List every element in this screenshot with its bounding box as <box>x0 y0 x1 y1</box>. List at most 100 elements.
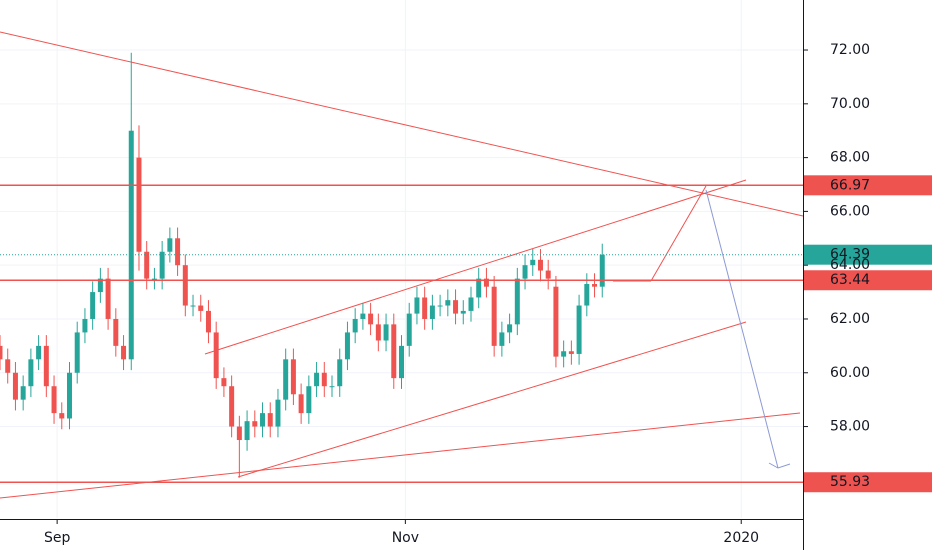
candle-body <box>159 251 165 279</box>
candle-body <box>306 386 312 414</box>
candle-body <box>205 310 211 333</box>
trend-line <box>0 412 801 499</box>
trend-line <box>237 321 747 478</box>
candle-body <box>406 313 412 346</box>
candle-body <box>592 284 598 287</box>
projection-arrow-head <box>768 462 791 469</box>
candle-body <box>545 270 551 279</box>
candle-body <box>329 386 335 388</box>
candle-body <box>105 278 111 319</box>
candle-body <box>236 426 242 441</box>
y-tick-label: 72.00 <box>830 42 870 58</box>
candle-body <box>576 305 582 354</box>
candle-body <box>151 278 157 280</box>
y-tick-label: 70.00 <box>830 96 870 112</box>
price-level-tag <box>804 472 932 493</box>
candle-body <box>375 324 381 341</box>
price-level-tag <box>804 270 932 291</box>
candle-body <box>499 332 505 346</box>
candle-body <box>260 413 266 427</box>
price-level-label: 64.39 <box>830 247 870 263</box>
candle-body <box>229 386 235 427</box>
candle-body <box>190 305 196 307</box>
candle-body <box>483 278 489 287</box>
levels: 66.97 63.44 55.93 64.39 <box>0 175 932 493</box>
candle-body <box>290 359 296 395</box>
price-level-label: 63.44 <box>830 272 870 288</box>
candle-body <box>244 421 250 441</box>
candle-body <box>352 318 358 333</box>
candle-body <box>453 300 459 314</box>
candle-body <box>522 265 528 279</box>
y-tick-label: 60.00 <box>830 365 870 381</box>
candle-body <box>97 278 103 293</box>
candle-body <box>90 292 96 319</box>
candle-body <box>12 372 18 400</box>
candle-body <box>599 254 605 287</box>
candle-body <box>422 297 428 319</box>
candle-body <box>337 359 343 387</box>
grid <box>0 0 803 518</box>
candle-body <box>399 345 404 379</box>
candle-body <box>28 359 34 387</box>
candle-body <box>20 386 26 400</box>
y-tick-label: 68.00 <box>830 150 870 166</box>
price-level-label: 66.97 <box>830 177 870 193</box>
candle-body <box>568 351 574 354</box>
candle-body <box>553 286 559 357</box>
candle-body <box>113 318 119 346</box>
candle-body <box>167 238 173 252</box>
candle-body <box>445 300 451 306</box>
candle-body <box>507 324 513 333</box>
x-tick-label: Sep <box>44 530 71 546</box>
candle-body <box>175 238 181 266</box>
candle-body <box>314 372 320 387</box>
candle-body <box>5 359 11 373</box>
candle-body <box>429 305 435 319</box>
y-tick-label: 58.00 <box>830 419 870 435</box>
candle-body <box>74 332 80 373</box>
candle-body <box>82 318 88 333</box>
candle-body <box>344 332 350 360</box>
projection-line <box>650 185 707 282</box>
candle-body <box>530 259 536 266</box>
candle-body <box>182 265 188 306</box>
candle-body <box>283 359 289 400</box>
candle-body <box>267 413 273 427</box>
candle-body <box>561 351 567 357</box>
candle-body <box>144 251 150 279</box>
candle-body <box>460 310 466 314</box>
trend-line <box>0 31 804 217</box>
candle-body <box>252 421 258 427</box>
candle-body <box>514 278 520 325</box>
candle-body <box>275 399 281 427</box>
candle-body <box>128 130 134 360</box>
candle-body <box>298 394 304 414</box>
candle-body <box>584 284 590 306</box>
axes: 58.00 60.00 62.00 64.00 66.00 68.00 70.00 72.00… <box>44 42 870 546</box>
candle-body <box>391 324 397 379</box>
candle-body <box>437 305 443 307</box>
candle-body <box>468 297 474 311</box>
candle-body <box>491 286 497 346</box>
candle-body <box>0 345 3 360</box>
candle-body <box>537 259 543 271</box>
candle-body <box>59 413 65 419</box>
candle-body <box>368 313 374 325</box>
candle-body <box>360 313 366 319</box>
x-tick-label: Nov <box>392 530 419 546</box>
candle-body <box>51 386 57 414</box>
price-level-tag <box>804 244 932 265</box>
candle-body <box>321 372 327 387</box>
y-tick-label: 66.00 <box>830 203 870 219</box>
price-level-label: 55.93 <box>830 474 870 490</box>
candle-body <box>476 278 482 298</box>
candle-body <box>213 332 219 379</box>
projection-arrow <box>705 189 779 469</box>
y-tick-label: 62.00 <box>830 311 870 327</box>
price-level-tag <box>804 175 932 196</box>
candle-body <box>221 378 227 387</box>
x-tick-label: 2020 <box>723 530 759 546</box>
candle-body <box>383 324 389 341</box>
